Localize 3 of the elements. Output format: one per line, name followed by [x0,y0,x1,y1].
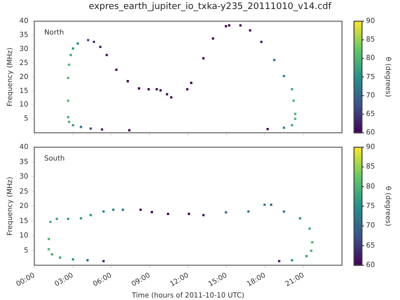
point [150,210,154,214]
chart-title: expres_earth_jupiter_io_txka-y235_20111010_v14.cdf [88,1,332,14]
point [56,218,58,220]
